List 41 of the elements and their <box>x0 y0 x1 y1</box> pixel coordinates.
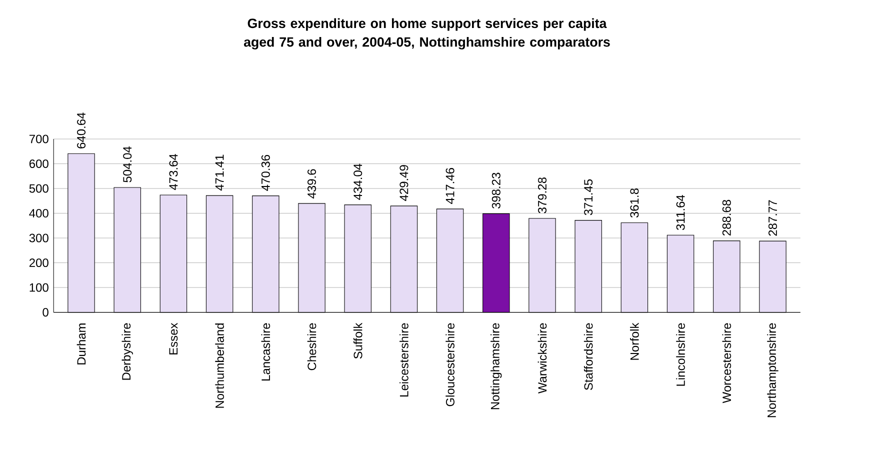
data-label: 287.77 <box>768 200 777 236</box>
data-label: 361.8 <box>630 188 639 218</box>
data-label: 371.45 <box>584 179 593 216</box>
data-label: 311.64 <box>676 194 685 230</box>
data-label: 434.04 <box>354 164 362 200</box>
x-tick-label: Northamptonshire <box>767 323 778 417</box>
x-tick-label: Durham <box>76 323 86 364</box>
x-tick-label: Suffolk <box>353 322 362 359</box>
x-tick-label: Leicestershire <box>400 323 408 396</box>
y-tick-label: 300 <box>29 234 48 242</box>
x-tick-label: Essex <box>169 322 178 354</box>
data-label: 398.23 <box>492 172 500 208</box>
y-tick-label: 500 <box>29 184 48 193</box>
data-label: 473.64 <box>169 154 178 190</box>
data-label: 470.36 <box>261 154 270 191</box>
x-tick-label: Warwickshire <box>538 323 547 394</box>
x-tick-label: Norfolk <box>630 322 639 360</box>
x-tick-label: Gloucestershire <box>446 323 454 406</box>
y-tick-label: 100 <box>30 283 48 292</box>
x-tick-label: Derbyshire <box>122 323 133 380</box>
y-tick-label: 400 <box>29 208 48 218</box>
x-tick-label: Worcestershire <box>722 323 732 404</box>
data-label: 504.04 <box>123 146 132 182</box>
x-tick-label: Nottinghamshire <box>490 323 502 409</box>
data-label: 379.28 <box>538 177 547 214</box>
x-tick-label: Lancashire <box>261 323 270 380</box>
x-tick-label: Cheshire <box>307 323 316 370</box>
data-label: 417.46 <box>446 168 454 204</box>
data-label: 471.41 <box>215 154 224 190</box>
chart-title: Gross expenditure on home support services per capita aged 75 and over, 2004-05, Nottinghamshire comparators <box>244 18 610 50</box>
y-tick-label: 700 <box>29 134 48 144</box>
data-label: 439.6 <box>308 169 316 198</box>
y-tick-label: 0 <box>42 308 48 316</box>
y-tick-label: 600 <box>29 159 48 168</box>
x-tick-label: Staffordshire <box>584 323 593 390</box>
data-label: 288.68 <box>722 200 731 236</box>
y-tick-label: 200 <box>29 258 48 267</box>
data-label: 429.49 <box>400 164 408 201</box>
x-tick-label: Lincolnshire <box>676 323 685 386</box>
data-label: 640.64 <box>77 112 86 148</box>
x-tick-label: Northumberland <box>215 323 224 408</box>
